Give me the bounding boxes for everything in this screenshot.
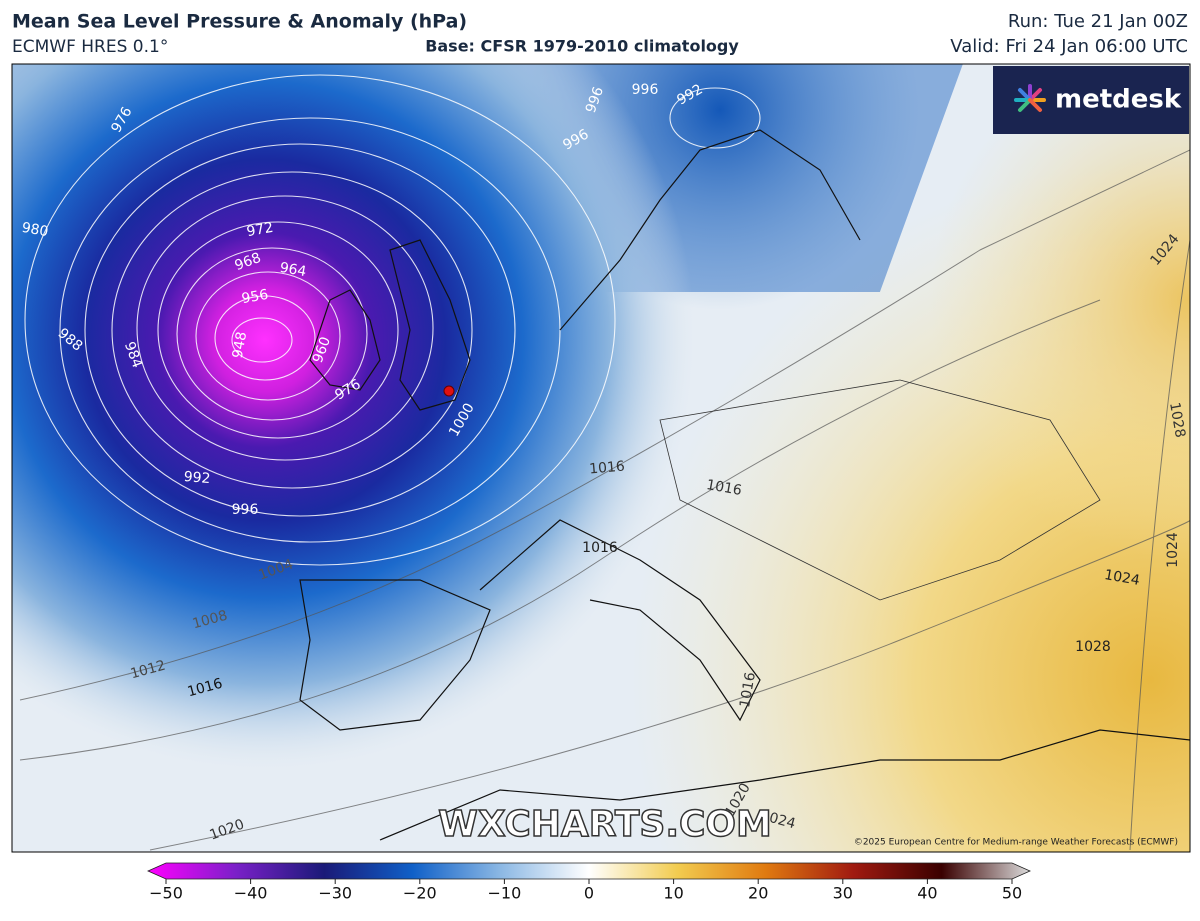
contour-label: 1016 <box>705 477 743 499</box>
contour-label: 996 <box>632 82 659 98</box>
isobars <box>24 74 761 566</box>
coastlines <box>299 129 1190 841</box>
colorbar-tick-label: 20 <box>748 884 768 903</box>
contour-label: 1028 <box>1166 401 1188 439</box>
colorbar-scale <box>147 862 1031 880</box>
run: Run: Tue 21 Jan 00Z <box>1008 11 1188 32</box>
contour-label: 980 <box>20 220 49 240</box>
map-frame <box>11 63 1191 853</box>
colorbar-tick-label: 50 <box>1002 884 1022 903</box>
contour-label: 996 <box>232 502 259 518</box>
contour-label: 956 <box>240 287 269 307</box>
contour-label: 1024 <box>1165 532 1181 568</box>
colorbar-tick-label: 10 <box>663 884 683 903</box>
colorbar-tick-label: −30 <box>318 884 352 903</box>
subtitle: ECMWF HRES 0.1° <box>12 37 168 57</box>
valid: Valid: Fri 24 Jan 06:00 UTC <box>950 36 1188 57</box>
colorbar-tick-label: −50 <box>149 884 183 903</box>
colorbar-tick-label: −40 <box>234 884 268 903</box>
colorbar-tick-label: −10 <box>488 884 522 903</box>
location-marker <box>443 385 455 397</box>
watermark: WXCHARTS.COM <box>438 804 772 845</box>
logo-icon <box>1014 84 1046 112</box>
title: Mean Sea Level Pressure & Anomaly (hPa) <box>12 11 467 33</box>
base: Base: CFSR 1979-2010 climatology <box>425 37 739 56</box>
contour-label: 1016 <box>589 458 626 477</box>
isobars <box>19 149 1190 851</box>
anomaly-low <box>12 64 1190 852</box>
colorbar-tick-label: 40 <box>917 884 937 903</box>
colorbar-tick-label: 0 <box>584 884 594 903</box>
contour-label: 1028 <box>1075 639 1111 655</box>
contour-label: 1016 <box>582 540 618 556</box>
colorbar-tick-label: 30 <box>833 884 853 903</box>
contour-label: 1024 <box>1103 567 1141 589</box>
contour-label: 948 <box>230 330 250 359</box>
contour-label: 992 <box>183 469 211 487</box>
contour-label: 964 <box>278 260 307 280</box>
copyright: ©2025 European Centre for Medium-range W… <box>854 838 1178 848</box>
colorbar-tick-label: −20 <box>403 884 437 903</box>
logo: metdesk <box>993 66 1189 134</box>
contour-label: 972 <box>245 220 274 240</box>
contour-label: 1016 <box>737 671 759 709</box>
logo-text: metdesk <box>1055 85 1182 115</box>
colorbar: −50 −40 −30 −20 −10 0 10 20 30 40 50 <box>147 862 1031 903</box>
